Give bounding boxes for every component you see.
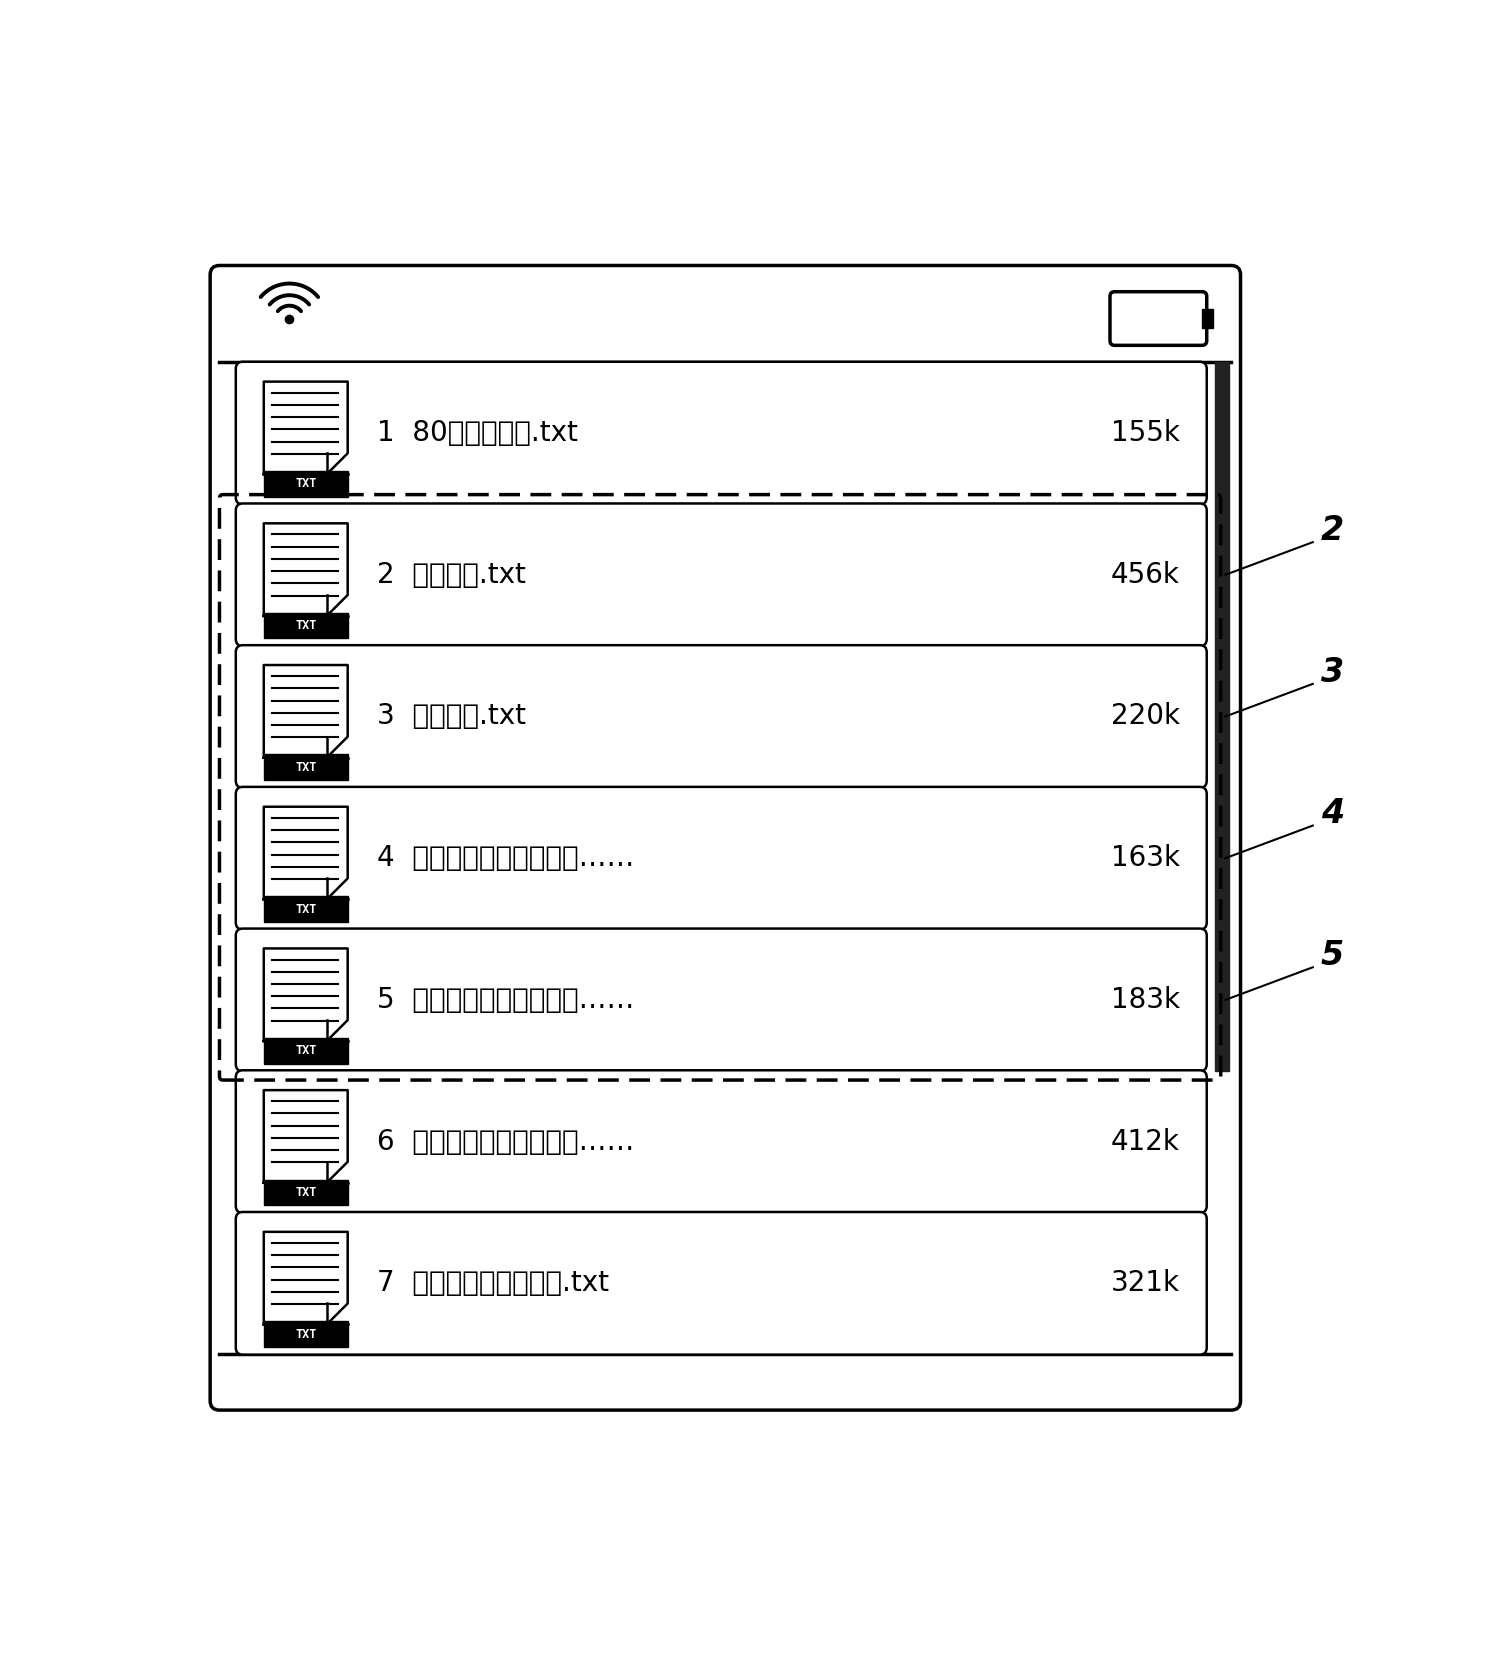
Text: 1  80后惹了谁？.txt: 1 80后惹了谁？.txt xyxy=(378,420,578,446)
Polygon shape xyxy=(263,949,347,1042)
Bar xyxy=(1215,362,1229,1070)
Text: 220k: 220k xyxy=(1111,702,1181,730)
FancyBboxPatch shape xyxy=(211,265,1241,1410)
Bar xyxy=(263,755,347,780)
FancyBboxPatch shape xyxy=(236,503,1206,645)
Text: TXT: TXT xyxy=(295,761,316,773)
Bar xyxy=(263,896,347,922)
Polygon shape xyxy=(263,665,347,758)
FancyBboxPatch shape xyxy=(236,1070,1206,1213)
Text: TXT: TXT xyxy=(295,619,316,632)
FancyBboxPatch shape xyxy=(236,929,1206,1072)
Text: 412k: 412k xyxy=(1111,1128,1181,1156)
Text: TXT: TXT xyxy=(295,478,316,491)
Bar xyxy=(263,1321,347,1347)
Text: 456k: 456k xyxy=(1111,561,1181,589)
Polygon shape xyxy=(263,382,347,474)
Text: 163k: 163k xyxy=(1111,844,1181,873)
FancyBboxPatch shape xyxy=(1110,292,1206,345)
FancyBboxPatch shape xyxy=(236,786,1206,929)
Text: TXT: TXT xyxy=(295,1044,316,1057)
FancyBboxPatch shape xyxy=(236,1213,1206,1355)
Text: 3: 3 xyxy=(1321,655,1345,688)
Text: 155k: 155k xyxy=(1111,420,1181,446)
Text: TXT: TXT xyxy=(295,1327,316,1340)
Polygon shape xyxy=(263,1233,347,1324)
Text: 321k: 321k xyxy=(1111,1269,1181,1297)
Text: 3  不说再见.txt: 3 不说再见.txt xyxy=(378,702,526,730)
Text: 5: 5 xyxy=(1321,939,1345,972)
Text: 2: 2 xyxy=(1321,514,1345,547)
Polygon shape xyxy=(263,806,347,899)
Text: 2  爱的胜利.txt: 2 爱的胜利.txt xyxy=(378,561,526,589)
Bar xyxy=(1202,309,1212,328)
Bar xyxy=(263,612,347,639)
Polygon shape xyxy=(263,523,347,615)
FancyBboxPatch shape xyxy=(236,645,1206,788)
Text: TXT: TXT xyxy=(295,1186,316,1199)
Text: 4  茶与咏啊：经济交往与……: 4 茶与咏啊：经济交往与…… xyxy=(378,844,635,873)
Text: TXT: TXT xyxy=(295,902,316,916)
Text: 7  古今汉语语法的流变.txt: 7 古今汉语语法的流变.txt xyxy=(378,1269,609,1297)
FancyBboxPatch shape xyxy=(236,362,1206,504)
Bar xyxy=(263,1180,347,1206)
Bar xyxy=(263,471,347,496)
Text: 6  大学生必知的重大发明……: 6 大学生必知的重大发明…… xyxy=(378,1128,635,1156)
Polygon shape xyxy=(263,1090,347,1183)
Bar xyxy=(263,1039,347,1063)
Text: 5  初中三年，决定孩子的……: 5 初中三年，决定孩子的…… xyxy=(378,985,635,1014)
Text: 183k: 183k xyxy=(1111,985,1181,1014)
Text: 4: 4 xyxy=(1321,798,1345,831)
